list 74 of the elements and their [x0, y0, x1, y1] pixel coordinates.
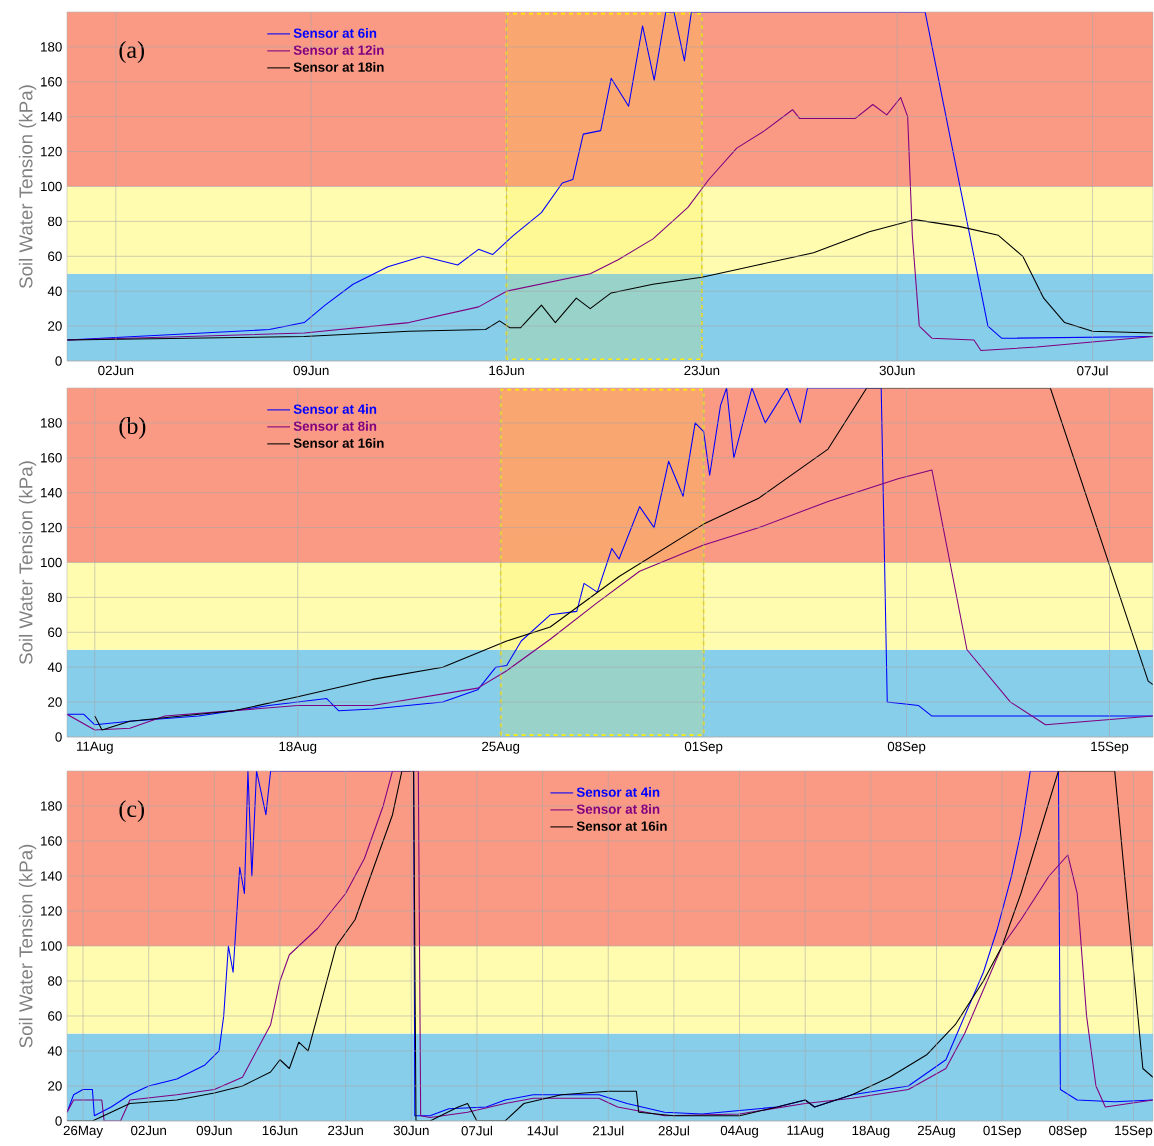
- legend-label: Sensor at 18in: [293, 62, 384, 72]
- y-tick-label: 140: [41, 487, 62, 498]
- legend-label: Sensor at 12in: [293, 45, 384, 55]
- y-tick-label: 160: [41, 836, 62, 846]
- x-tick-label: 30Jun: [879, 365, 915, 376]
- x-tick-label: 04Aug: [720, 1125, 758, 1138]
- x-tick-label: 02Jun: [98, 365, 134, 376]
- x-tick-label: 26May: [63, 1125, 104, 1138]
- annotation: (c): [119, 800, 144, 822]
- y-tick-label: 60: [48, 1011, 62, 1021]
- x-tick-label: 09Jun: [293, 365, 329, 376]
- y-axis-title: Soil Water Tension (kPa): [18, 461, 37, 664]
- legend-label: Sensor at 16in: [293, 438, 384, 448]
- y-tick-label: 120: [41, 522, 62, 533]
- x-tick-label: 21Jul: [592, 1125, 624, 1136]
- legend-label: Sensor at 4in: [576, 787, 660, 797]
- y-axis-title: Soil Water Tension (kPa): [18, 85, 37, 288]
- x-tick-label: 18Aug: [852, 1125, 890, 1138]
- x-tick-label: 25Aug: [482, 741, 520, 754]
- legend-label: Sensor at 8in: [293, 421, 377, 431]
- y-tick-label: 180: [41, 418, 62, 428]
- x-tick-label: 11Aug: [787, 1125, 824, 1138]
- x-tick-label: 30Jun: [393, 1125, 429, 1136]
- y-tick-label: 100: [41, 557, 62, 568]
- x-tick-label: 18Aug: [279, 741, 317, 754]
- annotation: (b): [119, 417, 146, 439]
- x-tick-label: 28Jul: [658, 1125, 689, 1136]
- y-tick-label: 0: [55, 732, 62, 742]
- x-tick-label: 07Jul: [1077, 365, 1108, 376]
- y-tick-label: 140: [41, 871, 62, 881]
- y-tick-label: 0: [55, 356, 62, 366]
- y-axis-title: Soil Water Tension (kPa): [18, 844, 37, 1048]
- x-tick-label: 07Jul: [461, 1125, 492, 1136]
- y-tick-label: 180: [41, 42, 62, 52]
- y-tick-label: 100: [41, 941, 62, 951]
- y-tick-label: 140: [41, 111, 62, 122]
- y-tick-label: 120: [41, 146, 62, 157]
- x-tick-label: 08Sep: [1049, 1125, 1087, 1138]
- x-tick-label: 14Jul: [527, 1125, 558, 1136]
- x-tick-label: 11Aug: [77, 741, 113, 754]
- x-tick-label: 08Sep: [887, 741, 926, 754]
- y-tick-label: 40: [47, 662, 62, 672]
- x-tick-label: 15Sep: [1115, 1125, 1153, 1138]
- y-tick-label: 0: [55, 1116, 62, 1126]
- x-tick-label: 23Jun: [328, 1125, 363, 1136]
- x-tick-label: 01Sep: [684, 741, 723, 754]
- x-tick-label: 16Jun: [262, 1125, 298, 1136]
- y-tick-label: 160: [41, 453, 62, 463]
- x-tick-label: 02Jun: [131, 1125, 166, 1136]
- annotation: (a): [119, 41, 144, 63]
- y-tick-label: 80: [48, 592, 62, 603]
- y-tick-label: 60: [48, 627, 62, 637]
- y-tick-label: 20: [48, 1081, 62, 1091]
- x-tick-label: 09Jun: [196, 1125, 232, 1136]
- y-tick-label: 40: [47, 1046, 62, 1056]
- legend-label: Sensor at 4in: [293, 404, 377, 414]
- x-tick-label: 23Jun: [684, 365, 720, 376]
- y-tick-label: 160: [41, 77, 62, 87]
- x-tick-label: 01Sep: [983, 1125, 1021, 1138]
- legend-label: Sensor at 8in: [576, 804, 660, 814]
- y-tick-label: 180: [41, 801, 62, 811]
- legend-label: Sensor at 6in: [293, 28, 377, 38]
- y-tick-label: 20: [48, 697, 62, 707]
- legend-label: Sensor at 16in: [576, 821, 667, 831]
- x-tick-label: 16Jun: [489, 365, 524, 376]
- y-tick-label: 80: [48, 976, 62, 986]
- x-tick-label: 25Aug: [917, 1125, 955, 1138]
- y-tick-label: 80: [48, 216, 62, 227]
- y-tick-label: 20: [48, 321, 62, 331]
- y-tick-label: 40: [47, 286, 62, 296]
- y-tick-label: 100: [41, 181, 62, 192]
- y-tick-label: 60: [48, 251, 62, 261]
- x-tick-label: 15Sep: [1091, 741, 1129, 754]
- y-tick-label: 120: [41, 906, 62, 916]
